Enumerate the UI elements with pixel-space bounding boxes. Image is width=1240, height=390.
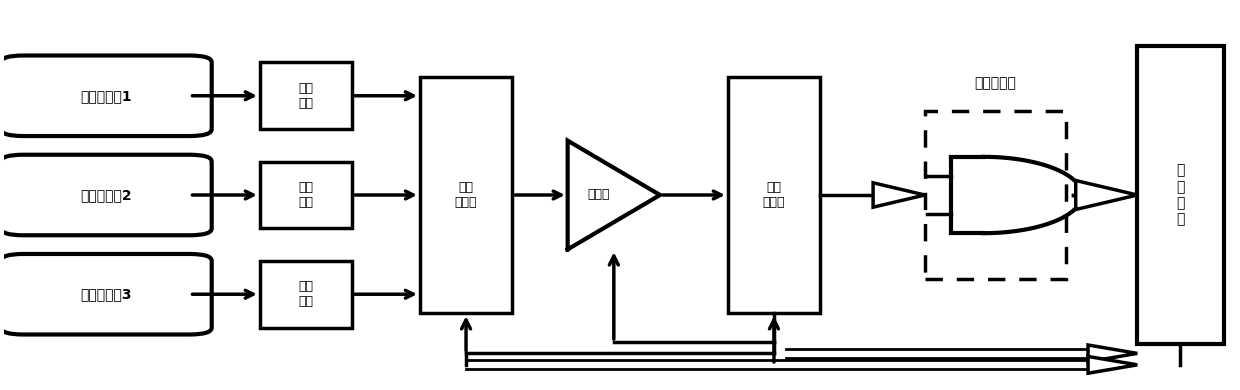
Bar [925, 111, 1066, 279]
Text: 多路
调节器: 多路 调节器 [455, 181, 477, 209]
Bar [728, 77, 820, 313]
FancyBboxPatch shape [1, 55, 212, 136]
Text: 与非门电路: 与非门电路 [975, 76, 1017, 90]
Text: 微
计
算
机: 微 计 算 机 [1177, 164, 1184, 226]
Polygon shape [1076, 181, 1137, 209]
Bar [259, 161, 352, 229]
Text: 激光检测器2: 激光检测器2 [81, 188, 133, 202]
Bar [259, 261, 352, 328]
FancyBboxPatch shape [1, 155, 212, 235]
Bar [259, 62, 352, 129]
Bar [420, 77, 512, 313]
Polygon shape [873, 183, 925, 207]
Text: 放大器: 放大器 [588, 188, 610, 202]
Text: 整形
电路: 整形 电路 [299, 181, 314, 209]
Polygon shape [1087, 356, 1137, 373]
Bar [1137, 46, 1224, 344]
Text: 激光检测器3: 激光检测器3 [81, 287, 133, 301]
Text: 整形
电路: 整形 电路 [299, 280, 314, 308]
Text: 整形
电路: 整形 电路 [299, 82, 314, 110]
Text: 信号
转换器: 信号 转换器 [763, 181, 785, 209]
FancyBboxPatch shape [1, 254, 212, 335]
Polygon shape [1087, 345, 1137, 362]
Text: 激光检测器1: 激光检测器1 [81, 89, 133, 103]
